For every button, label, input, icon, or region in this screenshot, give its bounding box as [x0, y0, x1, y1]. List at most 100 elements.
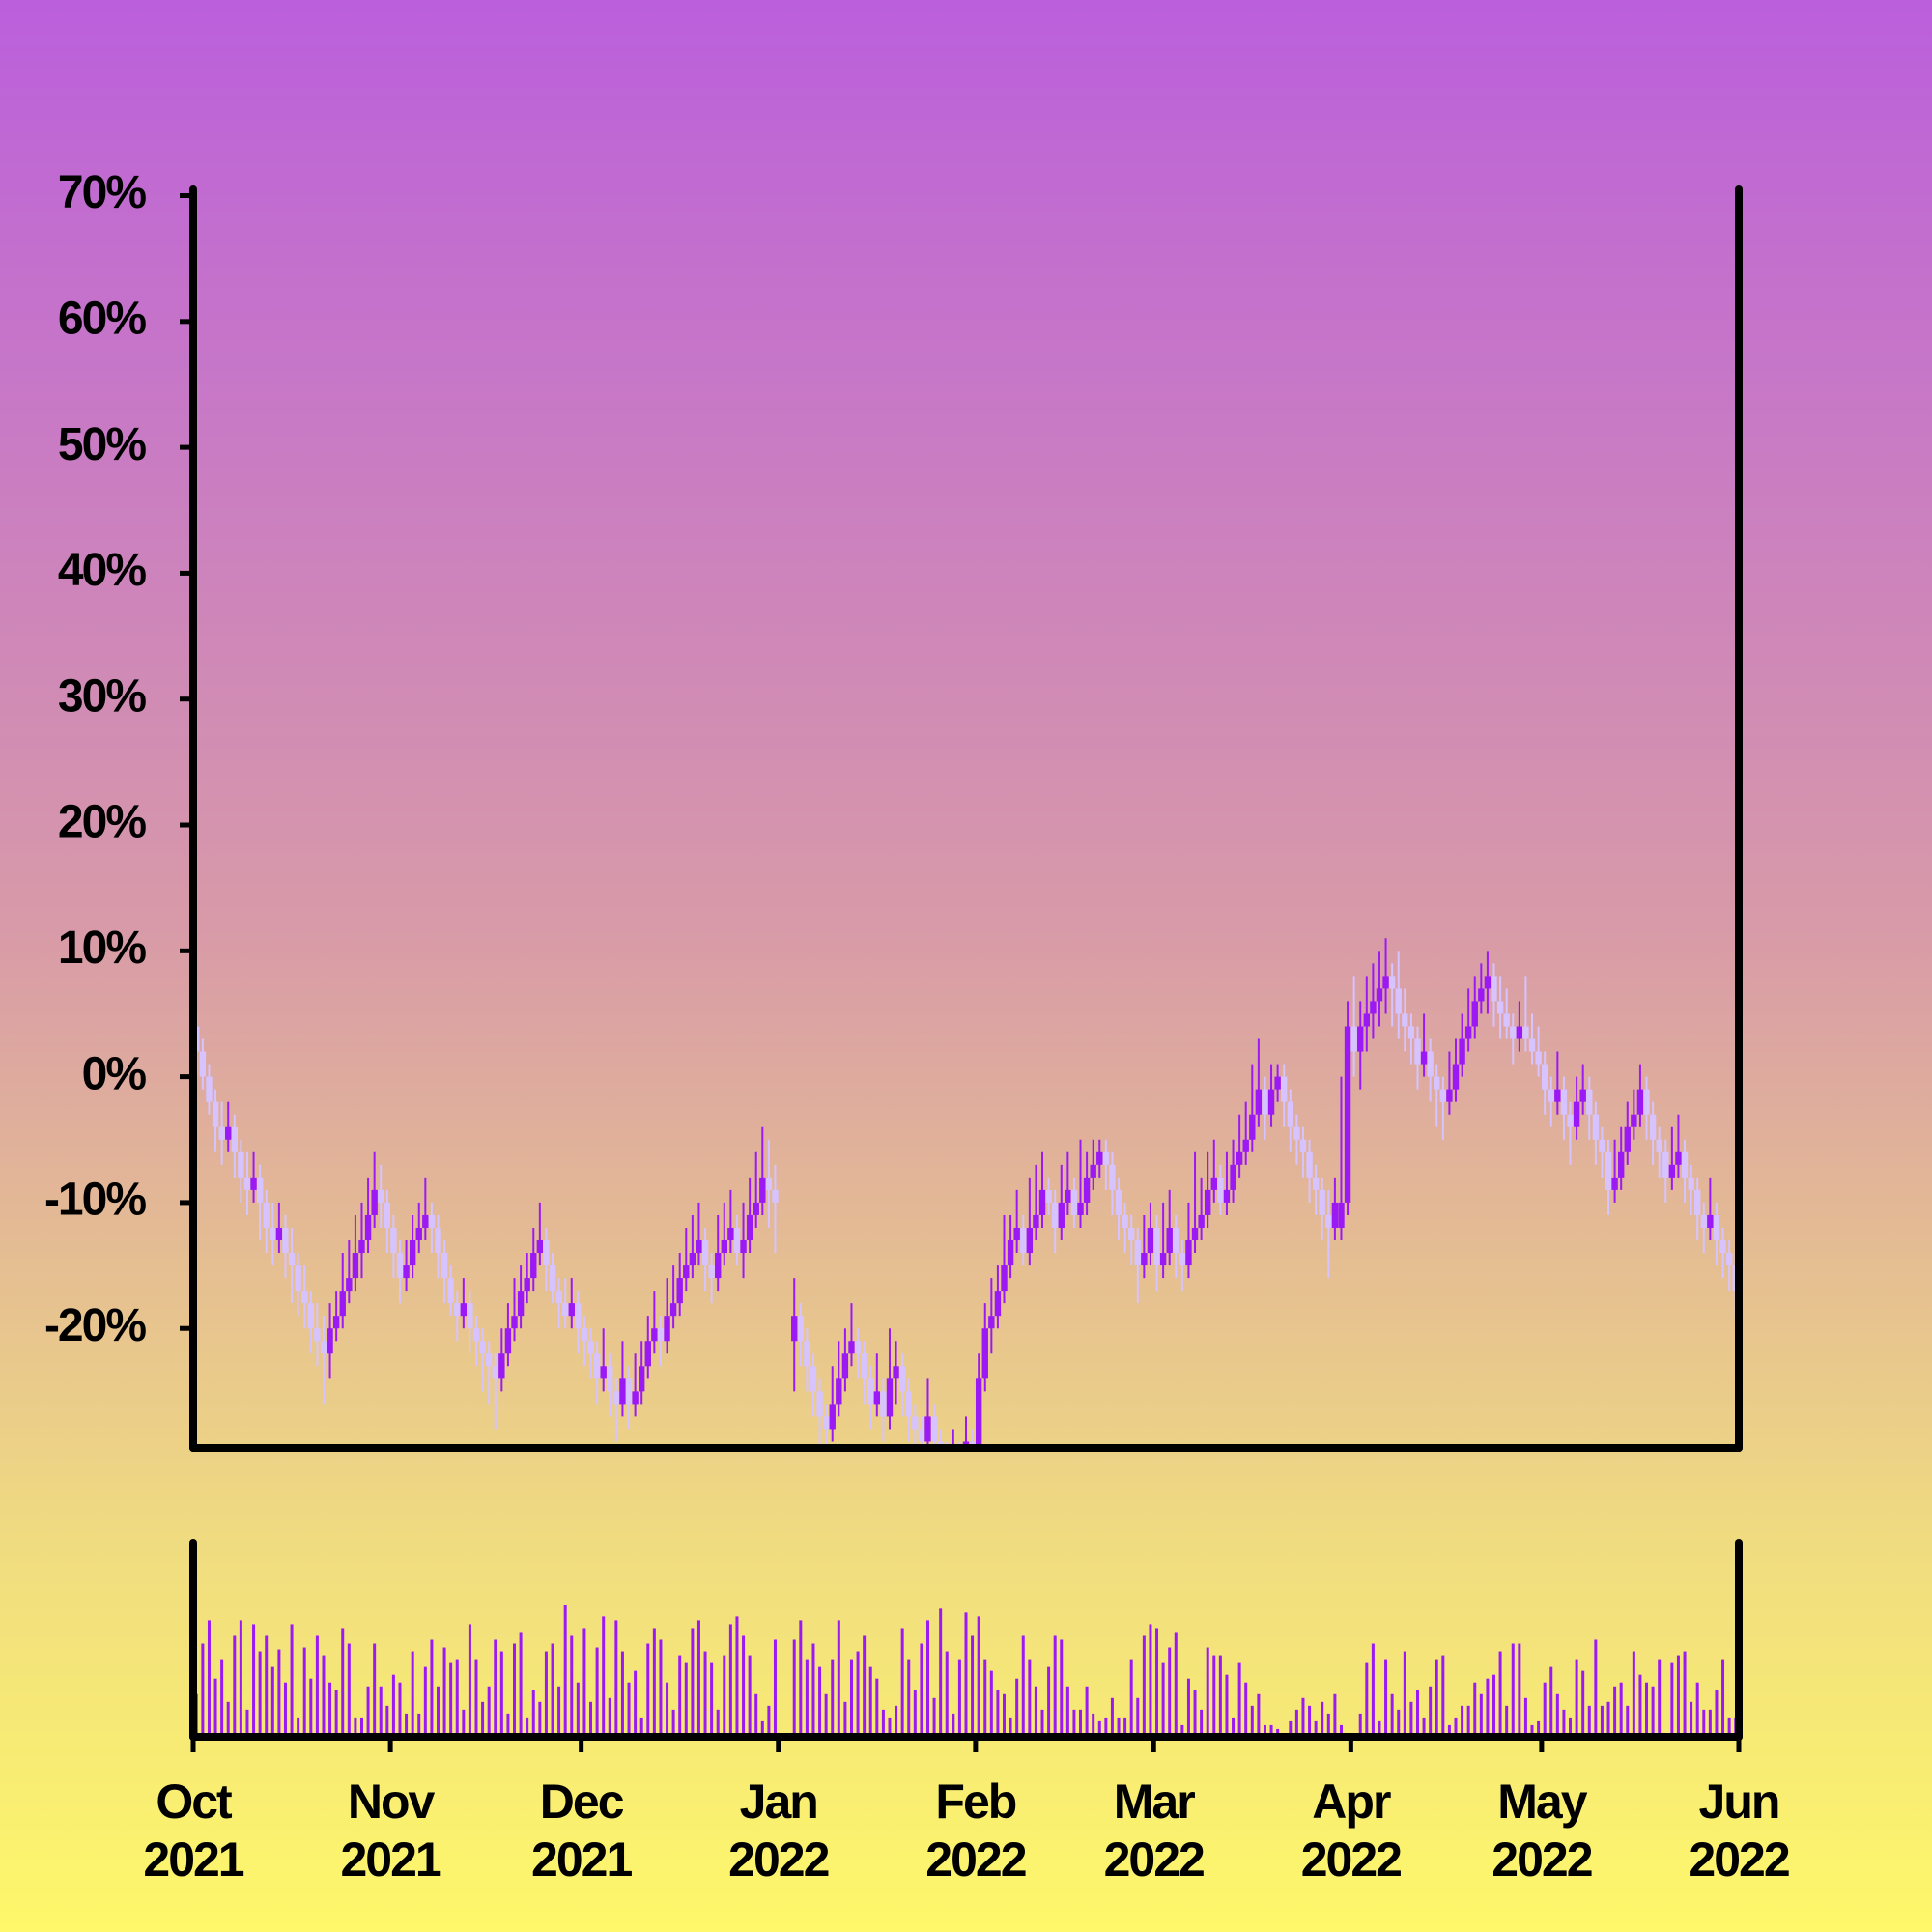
- candle-body: [1065, 1189, 1071, 1203]
- candle-body: [676, 1278, 683, 1304]
- candle-body: [632, 1391, 639, 1405]
- volume-bar: [442, 1647, 446, 1737]
- volume-bar: [652, 1628, 656, 1737]
- candle-body: [1567, 1114, 1574, 1127]
- candle-body: [1688, 1177, 1694, 1190]
- candle-body: [218, 1126, 225, 1140]
- candle-body: [1649, 1114, 1657, 1140]
- volume-bar: [1142, 1635, 1146, 1737]
- volume-bar: [1206, 1647, 1209, 1737]
- candle-body: [206, 1076, 213, 1102]
- candle-body: [1325, 1214, 1332, 1228]
- volume-bar: [678, 1655, 682, 1737]
- volume-bar: [760, 1720, 764, 1737]
- y-tick-label: 0%: [82, 1048, 147, 1099]
- candle-body: [924, 1416, 931, 1442]
- y-tick-label: 30%: [58, 670, 146, 722]
- candle-body: [593, 1353, 601, 1379]
- candle-body: [1109, 1164, 1116, 1190]
- volume-bar: [1390, 1693, 1394, 1737]
- candle-body: [250, 1177, 257, 1190]
- volume-bar: [1613, 1686, 1617, 1737]
- candle-body: [1312, 1177, 1320, 1190]
- candle-body: [1205, 1189, 1211, 1215]
- x-tick-label: Dec 2021: [531, 1775, 633, 1887]
- volume-bar: [799, 1620, 803, 1737]
- candle-body: [733, 1227, 741, 1254]
- candle-body: [600, 1366, 607, 1379]
- volume-bar: [1276, 1728, 1280, 1737]
- volume-bar: [614, 1620, 618, 1737]
- candle-body: [1478, 988, 1485, 1002]
- volume-bar: [875, 1678, 879, 1737]
- candle-body: [644, 1341, 651, 1367]
- volume-bar: [1218, 1655, 1222, 1737]
- volume-bar: [983, 1659, 987, 1737]
- volume-bar: [1695, 1682, 1699, 1737]
- volume-bar: [659, 1639, 663, 1737]
- volume-bar: [1257, 1693, 1261, 1737]
- candle-body: [428, 1214, 436, 1228]
- volume-bar: [526, 1717, 529, 1737]
- candle-body: [1173, 1227, 1179, 1254]
- volume-bar: [1136, 1697, 1140, 1737]
- candles: [193, 938, 1739, 1448]
- y-tick-label: 60%: [58, 293, 146, 344]
- volume-bar: [1555, 1693, 1559, 1737]
- candle-body: [669, 1303, 677, 1317]
- volume-bar: [1168, 1647, 1172, 1737]
- volume-bar: [964, 1612, 968, 1737]
- candle-body: [1179, 1253, 1186, 1266]
- volume-bar: [1721, 1659, 1725, 1737]
- volume-bar: [1715, 1690, 1719, 1737]
- candle-body: [1096, 1151, 1103, 1165]
- volume-bar: [322, 1655, 326, 1737]
- candle-body: [797, 1316, 805, 1342]
- volume-bar: [1581, 1670, 1585, 1737]
- volume-bar: [602, 1616, 606, 1737]
- volume-bar: [1161, 1662, 1165, 1737]
- candle-body: [1624, 1126, 1631, 1152]
- volume-bar: [1626, 1705, 1630, 1737]
- candle-body: [861, 1353, 867, 1379]
- volume-bar: [366, 1686, 370, 1737]
- volume-bar: [290, 1624, 294, 1737]
- candle-body: [829, 1404, 836, 1430]
- y-tick-label: 10%: [58, 923, 146, 974]
- volume-bar: [1193, 1690, 1197, 1737]
- candle-body: [275, 1227, 283, 1241]
- volume-bar: [1543, 1682, 1547, 1737]
- volume-bar: [805, 1659, 809, 1737]
- volume-bar: [977, 1616, 980, 1737]
- x-tick-label: Oct 2021: [143, 1775, 244, 1887]
- volume-bar: [334, 1690, 338, 1737]
- candle-body: [625, 1378, 633, 1405]
- candle-body: [415, 1227, 422, 1241]
- candle-body: [1605, 1151, 1612, 1190]
- volume-bar: [595, 1647, 599, 1737]
- volume-bar: [354, 1717, 357, 1737]
- volume-bar: [1461, 1705, 1464, 1737]
- volume-bar: [1454, 1717, 1458, 1737]
- volume-bar: [265, 1635, 269, 1737]
- volume-bar: [932, 1697, 936, 1737]
- volume-bar: [213, 1678, 217, 1737]
- axes: -20% -10% 0% 10% 20% 30% 40% 50% 60% 70%: [44, 167, 1743, 1752]
- volume-bar: [1378, 1720, 1381, 1737]
- volume-bar: [1117, 1717, 1121, 1737]
- volume-bar: [1479, 1693, 1483, 1737]
- candle-body: [1299, 1139, 1307, 1152]
- volume-bar: [1530, 1724, 1534, 1737]
- candle-body: [1070, 1189, 1078, 1215]
- candle-body: [307, 1303, 315, 1329]
- candle-body: [1662, 1151, 1669, 1178]
- candle-body: [440, 1253, 448, 1279]
- volume-bar: [302, 1647, 306, 1737]
- candle-body: [1528, 1038, 1536, 1052]
- candle-body: [1579, 1089, 1586, 1102]
- candle-body: [447, 1278, 454, 1304]
- candle-body: [1484, 976, 1492, 989]
- candle-body: [1548, 1089, 1554, 1102]
- candle-body: [1262, 1089, 1268, 1115]
